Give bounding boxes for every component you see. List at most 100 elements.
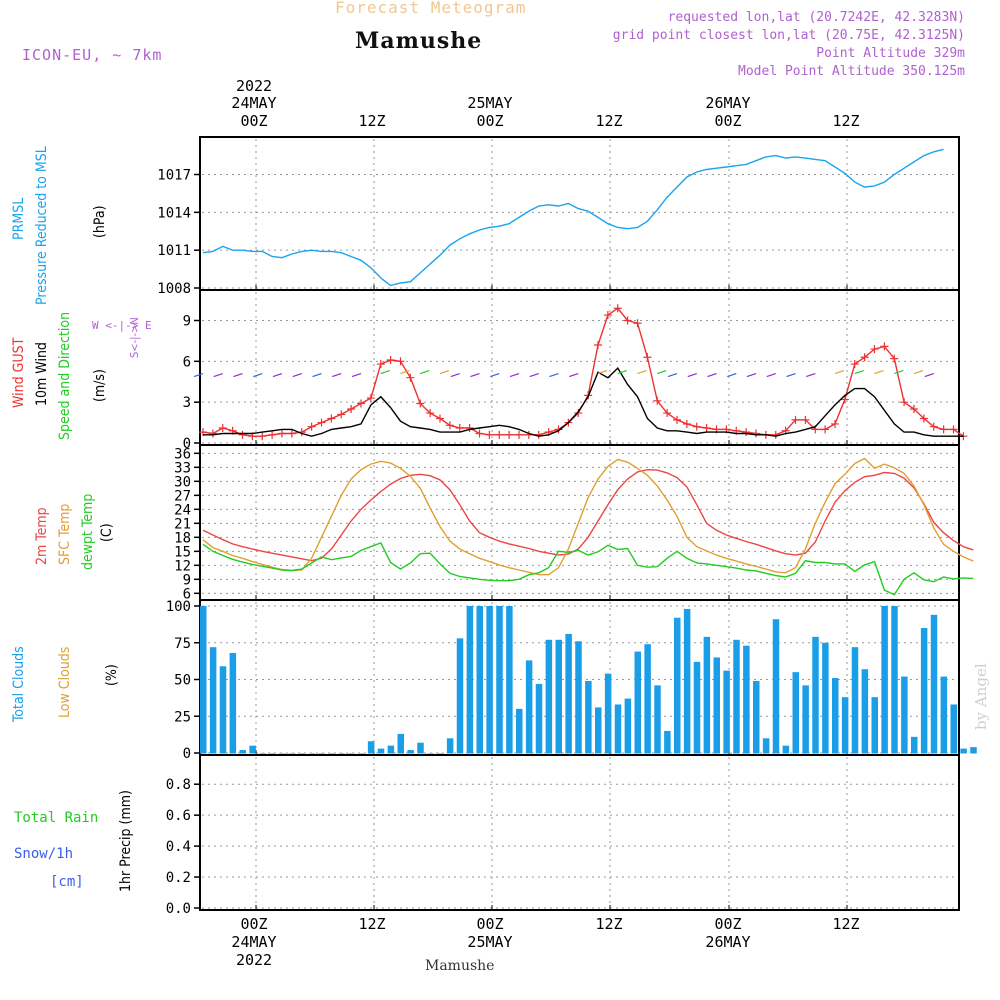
wind-direction-arrow [509, 373, 520, 378]
wind-direction-arrow [894, 370, 904, 375]
gust-marker [603, 311, 612, 320]
gust-marker [870, 345, 879, 354]
gust-marker [475, 429, 484, 438]
wind-direction-arrow [874, 370, 884, 375]
top-date-26may: 26MAY [705, 94, 751, 112]
wind-direction-arrow [292, 373, 302, 378]
clouds-bar [851, 647, 859, 754]
gust-marker [337, 410, 346, 419]
wind-direction-arrow [569, 373, 579, 378]
clouds-bar [249, 745, 256, 754]
clouds-bar [437, 753, 444, 754]
top-year-label: 2022 [235, 77, 273, 95]
gust-marker [238, 430, 247, 439]
clouds-bar [328, 753, 335, 754]
clouds-bar [308, 753, 316, 754]
clouds-bar [871, 697, 878, 754]
clouds-bar [575, 641, 582, 754]
clouds-bar [456, 638, 464, 754]
clouds-bar [654, 685, 661, 754]
temperature-ytick-label: 15 [174, 544, 191, 560]
gust-marker [426, 409, 435, 418]
wind-direction-arrow [687, 373, 697, 378]
clouds-bar [832, 678, 839, 754]
gust-marker [692, 422, 701, 431]
gust-marker [366, 394, 375, 403]
wind-direction-arrow [470, 373, 480, 378]
clouds-bar [259, 753, 266, 754]
footer-station: Mamushe [425, 958, 495, 974]
wind-frame [199, 289, 960, 446]
gust-marker [317, 418, 326, 427]
bottom-date-25may: 25MAY [467, 933, 513, 951]
wind-ytick-label: 6 [183, 354, 191, 370]
clouds-bar [348, 753, 355, 754]
gust-marker [831, 419, 839, 428]
gust-marker [258, 432, 267, 441]
gust-marker [307, 422, 316, 431]
temperature-ytick-label: 9 [183, 572, 191, 588]
clouds-bar [496, 606, 503, 754]
gust-marker [445, 421, 454, 430]
clouds-bar [861, 669, 869, 754]
wind-direction-arrow [766, 373, 776, 378]
clouds-bar [298, 753, 306, 754]
wind-ytick-label: 9 [183, 314, 191, 330]
clouds-ytick-label: 50 [174, 673, 191, 689]
gust-marker [939, 425, 948, 434]
wind-direction-arrow [233, 373, 243, 378]
requested-coords: requested lon,lat (20.7242E, 42.3283N) [667, 10, 965, 25]
label-total-rain: Total Rain [14, 810, 99, 826]
clouds-bar [743, 645, 750, 754]
clouds-bar [723, 670, 730, 754]
clouds-bar [802, 685, 809, 754]
clouds-bar [516, 708, 523, 754]
gust-marker [900, 398, 909, 407]
clouds-bar [782, 745, 790, 754]
wind-direction-arrow [707, 373, 717, 378]
wind-direction-arrow [597, 370, 608, 375]
gust-marker [860, 353, 869, 362]
clouds-bar [614, 704, 622, 754]
clouds-bar [506, 606, 513, 754]
bottom-date-26may: 26MAY [705, 933, 751, 951]
gust-marker [949, 425, 958, 434]
wind-series-wind-gust [202, 307, 964, 437]
wind-direction-arrow [727, 373, 737, 378]
gust-marker [682, 419, 691, 428]
clouds-bar [476, 606, 483, 754]
gust-marker [910, 404, 918, 413]
gust-marker [357, 399, 365, 408]
gust-marker [327, 414, 336, 423]
gust-marker [840, 395, 849, 404]
wind-panel: 0 3 6 9 [183, 289, 968, 452]
wind-direction-arrow [312, 373, 322, 378]
bottom-time-3: 12Z [595, 915, 623, 933]
bottom-time-0: 00Z [240, 915, 268, 933]
clouds-bar [229, 653, 237, 754]
clouds-bar [525, 660, 533, 754]
wind-direction-arrow [657, 370, 667, 375]
temperature-series-sfc-temp [202, 457, 974, 576]
station-name: Mamushe [355, 28, 483, 54]
bottom-date-24may: 24MAY [231, 933, 277, 951]
precip-ytick-label: 0.6 [166, 808, 191, 824]
wind-ytick-label: 3 [183, 395, 191, 411]
wind-ytick-label: 0 [183, 436, 191, 452]
bottom-time-4: 00Z [714, 915, 742, 933]
clouds-bar [209, 647, 217, 754]
pressure-panel: 1008 1011 1014 1017 [157, 136, 960, 297]
clouds-bar [595, 707, 602, 754]
clouds-panel: 0 25 50 75 100 [166, 599, 977, 762]
clouds-bar [693, 661, 701, 754]
clouds-bar [565, 633, 572, 754]
gust-marker [653, 396, 662, 405]
wind-direction-arrow [253, 373, 263, 378]
clouds-bar [812, 636, 819, 754]
model-label: ICON-EU, ~ 7km [22, 46, 163, 64]
clouds-ytick-label: 25 [174, 709, 191, 725]
temperature-ytick-label: 36 [174, 446, 191, 462]
clouds-bar [604, 673, 612, 754]
point-altitude: Point Altitude 329m [816, 46, 965, 61]
wind-direction-arrow [786, 373, 796, 378]
